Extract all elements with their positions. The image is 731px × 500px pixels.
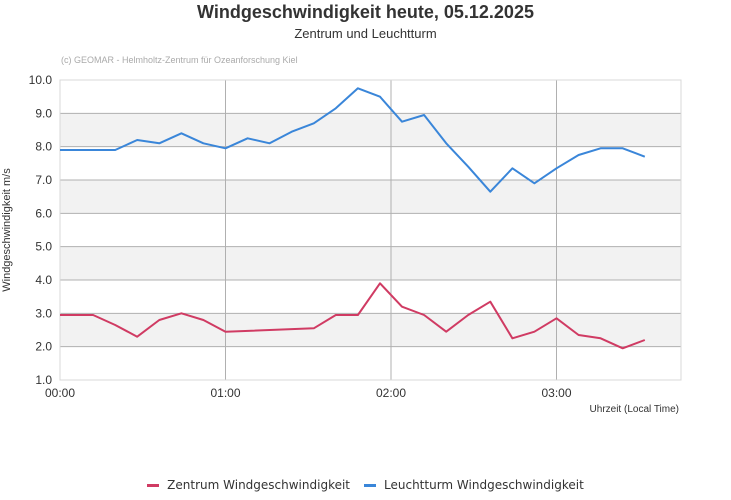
legend-swatch-leuchtturm (364, 483, 377, 487)
x-tick-label: 01:00 (210, 386, 240, 400)
y-axis-title: Windgeschwindigkeit m/s (1, 168, 13, 292)
plot-bands (60, 80, 681, 380)
chart-subtitle: Zentrum und Leuchtturm (294, 26, 437, 41)
x-tick-label: 02:00 (376, 386, 406, 400)
y-axis-ticks: 1.0 2.0 3.0 4.0 5.0 6.0 7.0 8.0 9.0 10.0 (29, 73, 53, 387)
zentrum-series-line[interactable] (60, 282, 646, 350)
legend-label-leuchtturm: Leuchtturm Windgeschwindigkeit (384, 478, 584, 492)
gridlines (60, 80, 681, 380)
credit-text: (c) GEOMAR - Helmholtz-Zentrum für Ozean… (61, 55, 298, 65)
chart-title: Windgeschwindigkeit heute, 05.12.2025 (197, 2, 534, 22)
plot-border (59, 79, 682, 381)
y-tick-label: 3.0 (35, 306, 52, 320)
legend-item-leuchtturm[interactable]: Leuchtturm Windgeschwindigkeit (364, 478, 584, 492)
y-tick-label: 6.0 (35, 206, 52, 220)
legend-swatch-zentrum (147, 483, 160, 487)
line-chart: 1.0 2.0 3.0 4.0 5.0 6.0 7.0 8.0 9.0 10.0 00:00 01:… (1, 73, 682, 415)
y-tick-label: 4.0 (35, 273, 52, 287)
y-tick-label: 5.0 (35, 240, 52, 254)
y-tick-label: 2.0 (35, 340, 52, 354)
y-tick-label: 7.0 (35, 173, 52, 187)
leuchtturm-series-line[interactable] (60, 87, 646, 193)
y-tick-label: 9.0 (35, 106, 52, 120)
x-tick-label: 00:00 (45, 386, 75, 400)
y-tick-label: 10.0 (29, 73, 53, 87)
x-tick-label: 03:00 (541, 386, 571, 400)
legend: Zentrum Windgeschwindigkeit Leuchtturm W… (0, 478, 731, 492)
y-tick-label: 1.0 (35, 373, 52, 387)
x-axis-title: Uhrzeit (Local Time) (590, 404, 679, 415)
legend-item-zentrum[interactable]: Zentrum Windgeschwindigkeit (147, 478, 350, 492)
legend-label-zentrum: Zentrum Windgeschwindigkeit (167, 478, 351, 492)
y-tick-label: 8.0 (35, 140, 52, 154)
series-lines (60, 87, 646, 350)
x-axis-ticks: 00:00 01:00 02:00 03:00 (45, 386, 572, 400)
